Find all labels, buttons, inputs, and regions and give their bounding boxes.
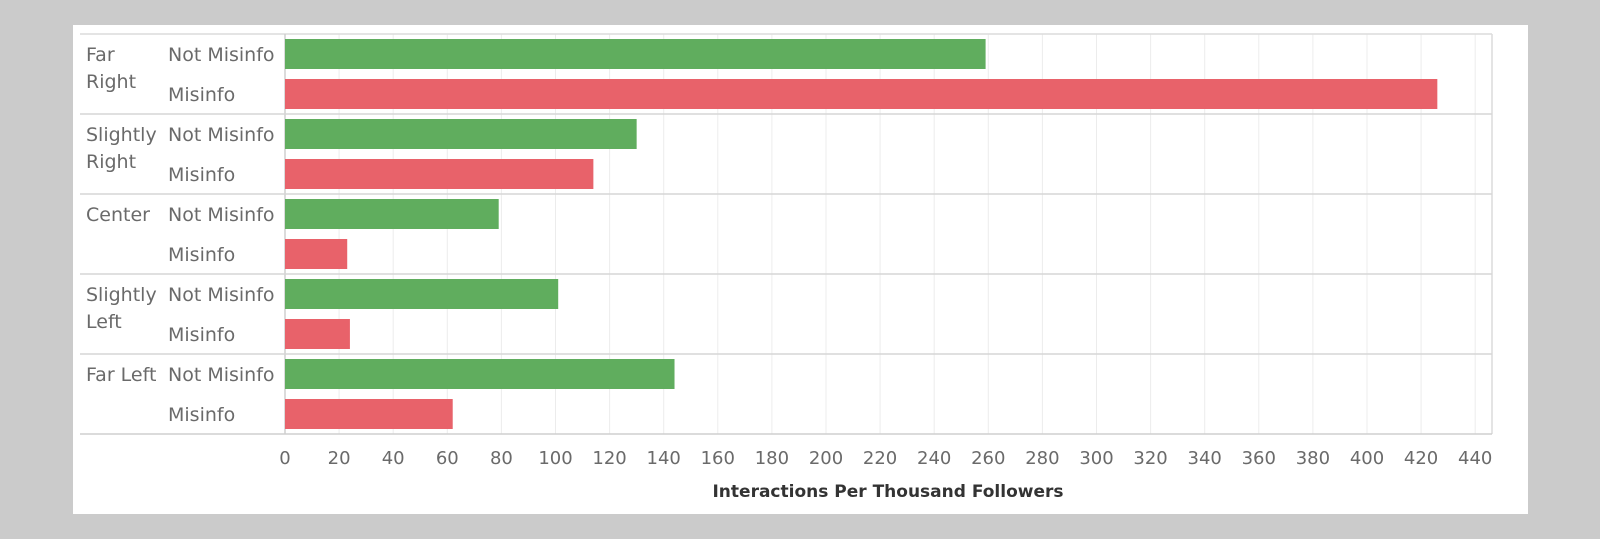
x-tick-label: 320 — [1133, 448, 1167, 469]
x-tick-label: 300 — [1079, 448, 1113, 469]
group-label: Slightly Left — [86, 284, 157, 333]
x-tick-label: 420 — [1404, 448, 1438, 469]
x-tick-label: 400 — [1350, 448, 1384, 469]
x-tick-label: 160 — [701, 448, 735, 469]
x-tick-label: 220 — [863, 448, 897, 469]
x-tick-label: 100 — [538, 448, 572, 469]
row-label: Misinfo — [168, 404, 235, 426]
row-label: Misinfo — [168, 84, 235, 106]
x-tick-label: 0 — [279, 448, 290, 469]
x-tick-label: 40 — [382, 448, 405, 469]
group-label: Slightly Right — [86, 124, 157, 173]
bar-not-misinfo[interactable] — [285, 39, 986, 69]
group-label-line: Right — [86, 71, 136, 93]
bar-not-misinfo[interactable] — [285, 359, 675, 389]
x-tick-label: 80 — [490, 448, 513, 469]
bar-not-misinfo[interactable] — [285, 279, 559, 309]
x-tick-label: 340 — [1188, 448, 1222, 469]
x-tick-label: 260 — [971, 448, 1005, 469]
x-tick-label: 180 — [755, 448, 789, 469]
group-label-line: Far — [86, 44, 115, 66]
row-label: Not Misinfo — [168, 284, 275, 306]
x-tick-label: 20 — [328, 448, 351, 469]
x-tick-label: 380 — [1296, 448, 1330, 469]
bar-misinfo[interactable] — [285, 319, 350, 349]
group-label-line: Far Left — [86, 364, 156, 386]
x-tick-label: 120 — [592, 448, 626, 469]
bar-misinfo[interactable] — [285, 239, 348, 269]
x-tick-label: 240 — [917, 448, 951, 469]
bar-misinfo[interactable] — [285, 79, 1438, 109]
x-tick-label: 280 — [1025, 448, 1059, 469]
x-axis-title: Interactions Per Thousand Followers — [712, 482, 1063, 502]
bars — [285, 39, 1438, 429]
bar-not-misinfo[interactable] — [285, 199, 499, 229]
x-axis-ticks: 0 20 40 60 80 100 120 140 160 180 200 220 240 260 280 3… — [279, 448, 1492, 469]
group-label-line: Right — [86, 151, 136, 173]
row-label: Not Misinfo — [168, 364, 275, 386]
row-label: Not Misinfo — [168, 124, 275, 146]
x-tick-label: 140 — [647, 448, 681, 469]
chart-panel: Far Right Not Misinfo Misinfo Slightly Right N… — [73, 25, 1528, 514]
chart-frame — [80, 33, 1493, 435]
x-tick-label: 200 — [809, 448, 843, 469]
group-label-line: Left — [86, 311, 122, 333]
x-tick-label: 360 — [1242, 448, 1276, 469]
row-label: Misinfo — [168, 324, 235, 346]
group-label: Center — [86, 204, 150, 226]
row-label: Not Misinfo — [168, 204, 275, 226]
x-tick-label: 440 — [1458, 448, 1492, 469]
row-label: Misinfo — [168, 244, 235, 266]
bar-misinfo[interactable] — [285, 399, 453, 429]
group-label-line: Slightly — [86, 284, 157, 306]
bar-misinfo[interactable] — [285, 159, 594, 189]
bar-chart: Far Right Not Misinfo Misinfo Slightly Right N… — [80, 33, 1493, 502]
row-label: Misinfo — [168, 164, 235, 186]
category-labels: Far Right Not Misinfo Misinfo Slightly Right N… — [86, 44, 275, 426]
group-label-line: Slightly — [86, 124, 157, 146]
bar-not-misinfo[interactable] — [285, 119, 637, 149]
x-tick-label: 60 — [436, 448, 459, 469]
row-label: Not Misinfo — [168, 44, 275, 66]
group-label: Far Left — [86, 364, 156, 386]
group-label: Far Right — [86, 44, 136, 93]
group-label-line: Center — [86, 204, 150, 226]
